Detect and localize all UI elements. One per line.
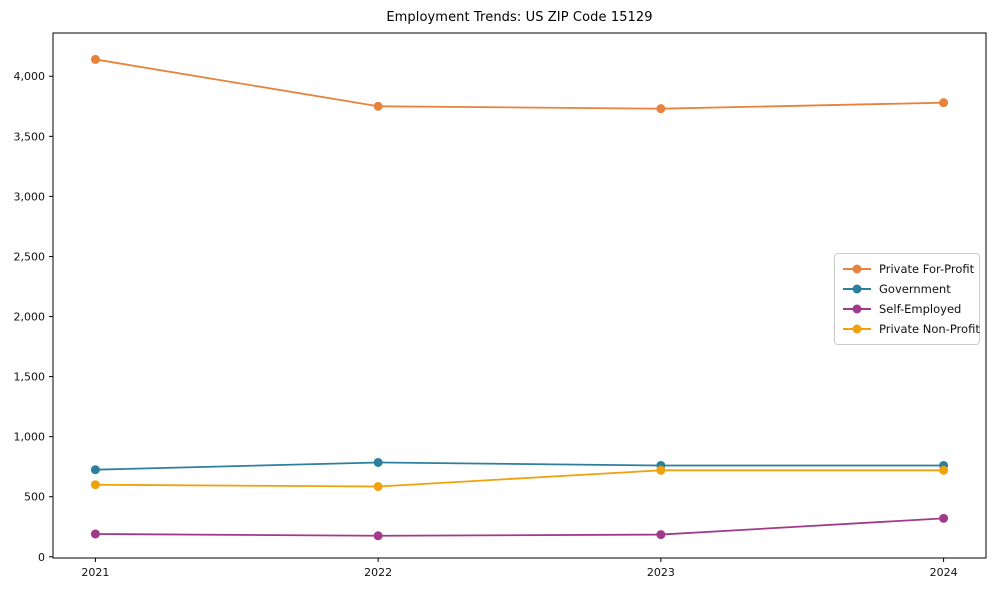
y-tick-label: 2,500 xyxy=(14,250,46,263)
series-line xyxy=(94,469,945,488)
y-tick-label: 1,500 xyxy=(14,371,46,384)
data-point-marker xyxy=(90,54,100,64)
series-line xyxy=(94,461,945,471)
legend-line-marker-icon xyxy=(843,324,871,334)
legend-item-private-for-profit: Private For-Profit xyxy=(843,262,975,276)
legend-label: Private For-Profit xyxy=(879,262,975,276)
series-line xyxy=(94,58,945,110)
y-tick-label: 2,000 xyxy=(14,311,46,324)
series-line xyxy=(94,517,945,537)
data-point-marker xyxy=(939,98,949,108)
legend-dot-icon xyxy=(852,284,862,294)
legend-item-private-non-profit: Private Non-Profit xyxy=(843,322,980,336)
data-point-marker xyxy=(373,482,383,492)
data-point-marker xyxy=(656,530,666,540)
x-tick-label: 2023 xyxy=(647,566,675,579)
data-point-marker xyxy=(373,457,383,467)
legend-label: Private Non-Profit xyxy=(879,322,980,336)
chart-legend: Private For-Profit Government Self-Emplo… xyxy=(834,253,980,345)
x-tick-label: 2021 xyxy=(81,566,109,579)
legend-line-marker-icon xyxy=(843,264,871,274)
data-point-marker xyxy=(656,465,666,475)
legend-dot-icon xyxy=(852,304,862,314)
legend-item-self-employed: Self-Employed xyxy=(843,302,971,316)
y-tick-label: 1,000 xyxy=(14,431,46,444)
data-point-marker xyxy=(656,104,666,114)
legend-dot-icon xyxy=(852,264,862,274)
y-tick-label: 4,000 xyxy=(14,70,46,83)
data-point-marker xyxy=(90,529,100,539)
chart-title: Employment Trends: US ZIP Code 15129 xyxy=(386,10,653,25)
y-tick-label: 3,000 xyxy=(14,190,46,203)
y-tick-label: 0 xyxy=(38,551,45,564)
data-point-marker xyxy=(939,465,949,475)
data-point-marker xyxy=(373,101,383,111)
legend-item-government: Government xyxy=(843,282,971,296)
x-tick-label: 2022 xyxy=(364,566,392,579)
legend-line-marker-icon xyxy=(843,304,871,314)
x-tick-label: 2024 xyxy=(930,566,958,579)
data-point-marker xyxy=(90,480,100,490)
plot-spines xyxy=(52,32,987,559)
data-point-marker xyxy=(373,531,383,541)
legend-dot-icon xyxy=(852,324,862,334)
y-tick-label: 500 xyxy=(24,491,45,504)
legend-label: Self-Employed xyxy=(879,302,962,316)
data-point-marker xyxy=(90,465,100,475)
y-tick-label: 3,500 xyxy=(14,130,46,143)
legend-label: Government xyxy=(879,282,951,296)
legend-line-marker-icon xyxy=(843,284,871,294)
data-point-marker xyxy=(939,513,949,523)
